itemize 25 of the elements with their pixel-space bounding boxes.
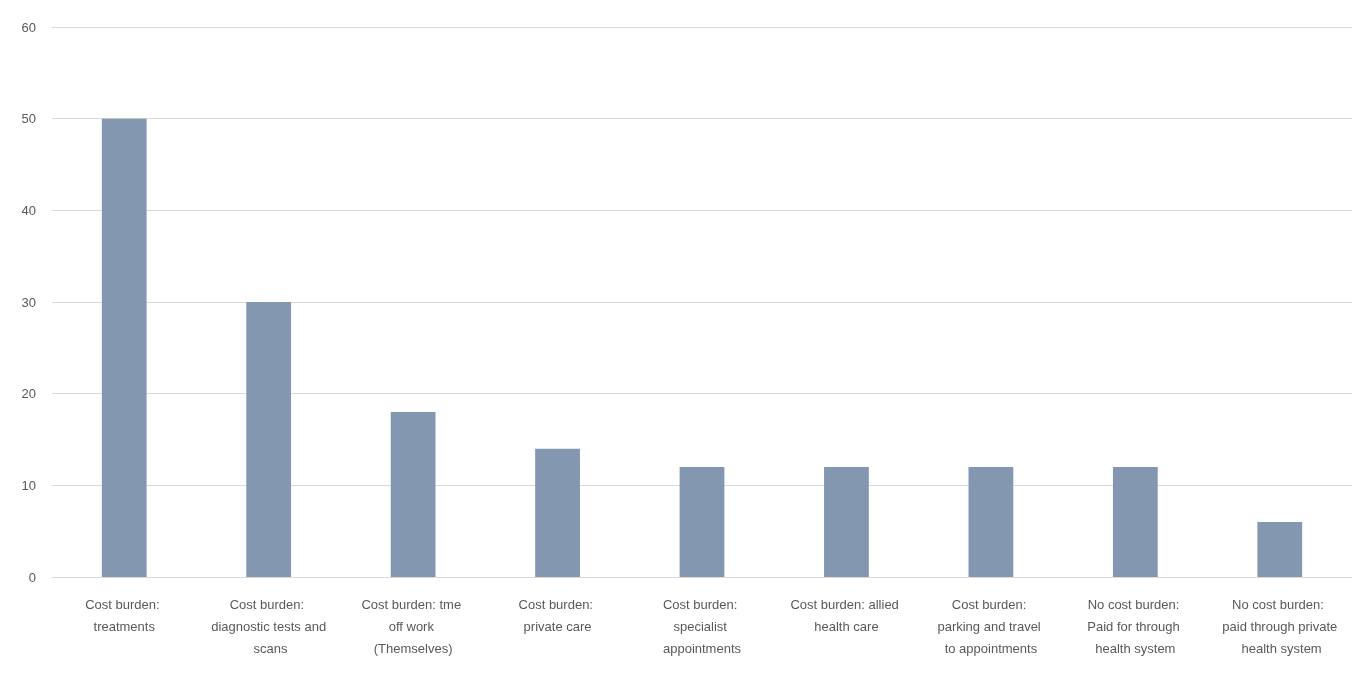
x-tick-label: No cost burden: Paid for through health system xyxy=(1087,596,1184,656)
y-tick-label: 20 xyxy=(21,386,36,402)
y-tick-label: 50 xyxy=(21,111,36,127)
y-tick-label: 10 xyxy=(21,477,36,493)
bar xyxy=(1257,522,1303,577)
bar xyxy=(1112,467,1158,577)
x-tick-label: Cost burden: specialist appointments xyxy=(662,596,742,656)
bar xyxy=(824,467,869,577)
y-tick-label: 60 xyxy=(21,19,36,35)
bar xyxy=(101,118,147,577)
x-tick-label: Cost burden: diagnostic tests and scans xyxy=(211,596,327,656)
x-tick-label: Cost burden: allied health care xyxy=(790,596,903,634)
bar xyxy=(679,467,725,577)
x-tick-label: Cost burden: private care xyxy=(518,596,597,634)
bar xyxy=(535,448,580,577)
x-tick-label: Cost burden: tme off work (Themselves) xyxy=(361,596,465,656)
x-tick-label: Cost burden: parking and travel to appointments xyxy=(937,596,1045,656)
y-tick-label: 30 xyxy=(21,294,36,310)
y-tick-label: 40 xyxy=(21,202,36,218)
y-tick-label: 0 xyxy=(28,569,36,585)
x-tick-label: No cost burden: paid through private health system xyxy=(1222,596,1338,656)
bar xyxy=(390,412,436,577)
bar xyxy=(968,467,1014,577)
x-tick-label: Cost burden: treatments xyxy=(85,596,164,634)
bar xyxy=(246,302,292,577)
